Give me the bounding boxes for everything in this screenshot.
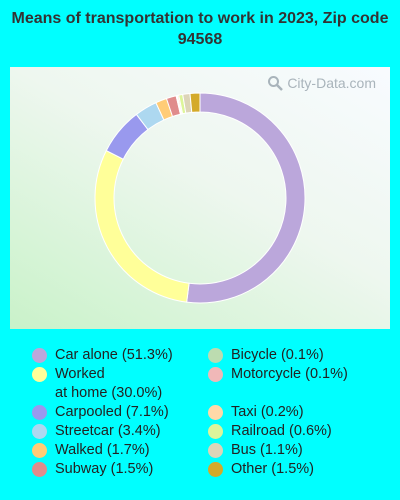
- legend-swatch: [208, 462, 223, 477]
- slice-car-alone: [186, 92, 306, 304]
- legend-label: Railroad (0.6%): [231, 423, 332, 439]
- watermark-text: City-Data.com: [287, 75, 376, 91]
- legend-item: Bicycle (0.1%): [208, 346, 348, 365]
- legend-label: Walked (1.7%): [55, 442, 150, 458]
- slice-worked-at-home: [94, 149, 190, 303]
- legend-swatch: [32, 367, 47, 382]
- legend-swatch: [32, 405, 47, 420]
- legend-item: Taxi (0.2%): [208, 403, 348, 422]
- legend-swatch: [32, 462, 47, 477]
- legend-item: Car alone (51.3%): [32, 346, 173, 365]
- legend-label: Car alone (51.3%): [55, 347, 173, 363]
- legend-item: Subway (1.5%): [32, 460, 173, 479]
- legend-item: Walked (1.7%): [32, 441, 173, 460]
- legend-swatch: [32, 424, 47, 439]
- legend-swatch: [32, 443, 47, 458]
- legend-label: Other (1.5%): [231, 461, 314, 477]
- legend-swatch: [32, 348, 47, 363]
- legend-item: Carpooled (7.1%): [32, 403, 173, 422]
- legend-item: Streetcar (3.4%): [32, 422, 173, 441]
- legend-swatch: [208, 348, 223, 363]
- legend-swatch: [208, 367, 223, 382]
- legend-swatch: [208, 424, 223, 439]
- chart-panel: City-Data.com: [10, 67, 390, 329]
- magnifier-icon: [268, 76, 284, 91]
- legend-item: Bus (1.1%): [208, 441, 348, 460]
- legend-column-right: Bicycle (0.1%) Motorcycle (0.1%) Taxi (0.2…: [208, 346, 348, 479]
- donut-chart: [94, 92, 306, 304]
- watermark: City-Data.com: [267, 75, 376, 91]
- chart-title: Means of transportation to work in 2023,…: [11, 10, 389, 48]
- legend-label: Streetcar (3.4%): [55, 423, 161, 439]
- legend-swatch: [208, 405, 223, 420]
- legend-label: Motorcycle (0.1%): [231, 366, 348, 382]
- legend-swatch: [208, 443, 223, 458]
- legend-label: Subway (1.5%): [55, 461, 154, 477]
- legend-label: Taxi (0.2%): [231, 404, 304, 420]
- legend-item: Worked at home (30.0%): [32, 365, 173, 403]
- legend-label: Worked at home (30.0%): [55, 366, 163, 401]
- slice-other: [189, 92, 201, 113]
- legend-label: Bus (1.1%): [231, 442, 303, 458]
- legend-column-left: Car alone (51.3%) Worked at home (30.0%) C…: [32, 346, 173, 479]
- legend-label: Carpooled (7.1%): [55, 404, 169, 420]
- legend-item: Railroad (0.6%): [208, 422, 348, 441]
- legend-item: Motorcycle (0.1%): [208, 365, 348, 384]
- legend-item: Other (1.5%): [208, 460, 348, 479]
- legend-label: Bicycle (0.1%): [231, 347, 324, 363]
